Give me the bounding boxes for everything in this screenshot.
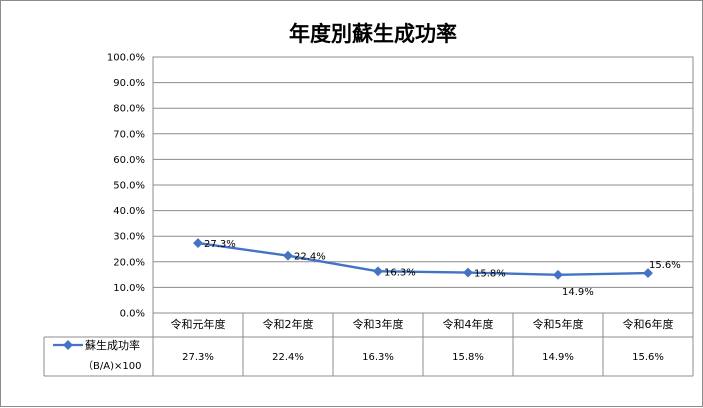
data-table-value: 27.3% — [182, 352, 214, 363]
data-table-value: 16.3% — [362, 352, 394, 363]
series-point — [373, 266, 383, 277]
data-label: 27.3% — [204, 239, 236, 250]
series-point — [553, 269, 563, 280]
x-category-label: 令和6年度 — [623, 317, 674, 331]
legend-series-subtitle: （B/A)×100 — [83, 360, 141, 372]
x-category-label: 令和3年度 — [353, 317, 404, 331]
data-label: 22.4% — [294, 252, 326, 263]
legend-series-name: 蘇生成功率 — [85, 338, 140, 352]
data-label: 15.8% — [474, 269, 506, 280]
y-tick-label: 70.0% — [113, 129, 145, 140]
x-axis-category-labels: 令和元年度 令和2年度 令和3年度 令和4年度 令和5年度 令和6年度 — [171, 317, 674, 331]
series-line-group — [197, 241, 649, 277]
y-tick-label: 60.0% — [113, 155, 145, 166]
data-table-value: 22.4% — [272, 352, 304, 363]
y-tick-label: 30.0% — [113, 232, 145, 243]
series-point — [193, 238, 203, 249]
y-tick-label: 20.0% — [113, 257, 145, 268]
y-tick-label: 40.0% — [113, 206, 145, 217]
series-point — [283, 250, 293, 261]
data-table-value: 15.8% — [452, 352, 484, 363]
series-point — [463, 267, 473, 278]
data-table-value: 14.9% — [542, 352, 574, 363]
y-tick-label: 0.0% — [120, 309, 145, 320]
data-label: 14.9% — [562, 287, 594, 298]
series-point — [643, 268, 653, 279]
data-label: 15.6% — [649, 260, 681, 271]
data-labels: 27.3% 22.4% 16.3% 15.8% 14.9% 15.6% — [204, 239, 681, 298]
series-points — [193, 238, 653, 280]
y-tick-label: 50.0% — [113, 181, 145, 192]
y-tick-label: 100.0% — [107, 53, 145, 64]
y-tick-label: 80.0% — [113, 104, 145, 115]
x-category-label: 令和4年度 — [443, 317, 494, 331]
x-category-label: 令和2年度 — [263, 317, 314, 331]
legend-marker — [63, 340, 73, 350]
y-axis-ticks: 0.0% 10.0% 20.0% 30.0% 40.0% 50.0% 60.0% 70.0% 8… — [107, 53, 145, 320]
data-table — [43, 313, 694, 377]
series-line — [197, 241, 649, 277]
chart-title: 年度別蘇生成功率 — [289, 22, 457, 46]
x-category-label: 令和5年度 — [533, 317, 584, 331]
data-label: 16.3% — [384, 267, 416, 278]
data-table-value: 15.6% — [632, 352, 664, 363]
x-category-label: 令和元年度 — [171, 317, 226, 331]
legend: 蘇生成功率 （B/A)×100 — [53, 338, 141, 372]
y-tick-label: 90.0% — [113, 78, 145, 89]
data-table-values: 27.3% 22.4% 16.3% 15.8% 14.9% 15.6% — [182, 352, 664, 363]
y-tick-label: 10.0% — [113, 283, 145, 294]
